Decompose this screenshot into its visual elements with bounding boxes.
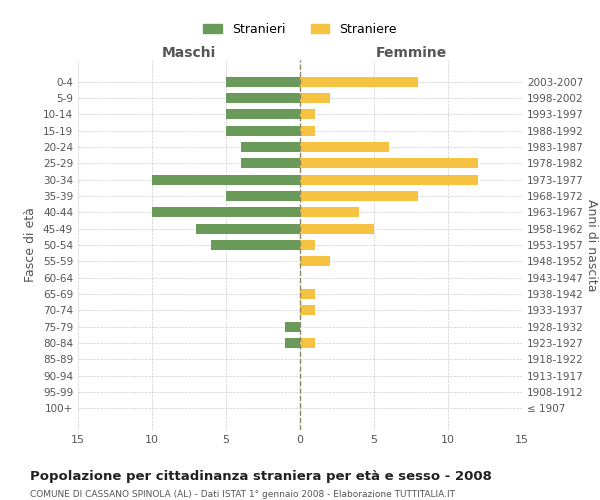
Text: Femmine: Femmine	[376, 46, 446, 60]
Bar	[300, 289, 315, 299]
Bar	[196, 224, 300, 234]
Bar	[300, 175, 478, 184]
Bar	[241, 158, 300, 168]
Bar	[300, 93, 329, 103]
Bar	[226, 191, 300, 201]
Bar	[226, 77, 300, 86]
Bar	[226, 126, 300, 136]
Text: Popolazione per cittadinanza straniera per età e sesso - 2008: Popolazione per cittadinanza straniera p…	[30, 470, 492, 483]
Bar	[300, 306, 315, 315]
Bar	[152, 175, 300, 184]
Bar	[300, 338, 315, 348]
Bar	[300, 142, 389, 152]
Bar	[152, 208, 300, 217]
Bar	[285, 322, 300, 332]
Bar	[300, 191, 418, 201]
Bar	[300, 240, 315, 250]
Bar	[211, 240, 300, 250]
Bar	[300, 126, 315, 136]
Bar	[285, 338, 300, 348]
Text: Maschi: Maschi	[162, 46, 216, 60]
Bar	[300, 77, 418, 86]
Bar	[226, 110, 300, 120]
Bar	[300, 224, 374, 234]
Bar	[226, 93, 300, 103]
Bar	[300, 208, 359, 217]
Bar	[241, 142, 300, 152]
Bar	[300, 110, 315, 120]
Y-axis label: Anni di nascita: Anni di nascita	[584, 198, 598, 291]
Bar	[300, 158, 478, 168]
Text: COMUNE DI CASSANO SPINOLA (AL) - Dati ISTAT 1° gennaio 2008 - Elaborazione TUTTI: COMUNE DI CASSANO SPINOLA (AL) - Dati IS…	[30, 490, 455, 499]
Bar	[300, 256, 329, 266]
Y-axis label: Fasce di età: Fasce di età	[25, 208, 37, 282]
Legend: Stranieri, Straniere: Stranieri, Straniere	[198, 18, 402, 41]
